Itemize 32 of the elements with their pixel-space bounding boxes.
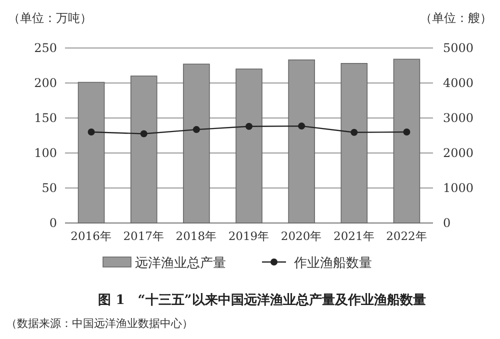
y2-tick-label: 4000: [443, 76, 474, 90]
y-tick-label: 0: [49, 216, 57, 230]
x-tick-label: 2022年: [386, 229, 428, 243]
point: [140, 130, 148, 138]
point: [298, 122, 306, 130]
text: （数据来源：中国远洋渔业数据中心）: [6, 317, 193, 330]
x-tick-label: 2019年: [228, 229, 270, 243]
x-tick-label: 2016年: [70, 229, 112, 243]
y2-tick-label: 0: [443, 216, 451, 230]
y2-tick-label: 3000: [443, 111, 474, 125]
y2-tick-label: 2000: [443, 146, 474, 160]
point: [88, 128, 95, 136]
text: 图 1 “十三五”以来中国远洋渔业总产量及作业渔船数量: [98, 292, 426, 308]
x-tick-label: 2021年: [334, 229, 375, 243]
legend-label: 作业渔船数量: [293, 256, 372, 271]
point: [350, 128, 358, 136]
point: [403, 128, 410, 136]
y-tick-label: 250: [34, 41, 57, 55]
legend-label: 远洋渔业总产量: [135, 256, 226, 271]
y-tick-label: 200: [34, 76, 57, 90]
x-tick-label: 2020年: [280, 229, 322, 243]
x-tick-label: 2018年: [176, 229, 218, 243]
y2-tick-label: 1000: [443, 181, 474, 195]
x-tick-label: 2017年: [123, 229, 164, 243]
y-tick-label: 150: [34, 111, 57, 125]
point: [246, 122, 252, 130]
y2-tick-label: 5000: [443, 41, 474, 55]
y-tick-label: 100: [34, 146, 57, 160]
point: [192, 126, 200, 134]
y2-axis-title: （单位：艘）: [420, 11, 492, 25]
y-tick-label: 50: [42, 181, 57, 195]
y-axis-title: （单位：万吨）: [8, 11, 92, 25]
